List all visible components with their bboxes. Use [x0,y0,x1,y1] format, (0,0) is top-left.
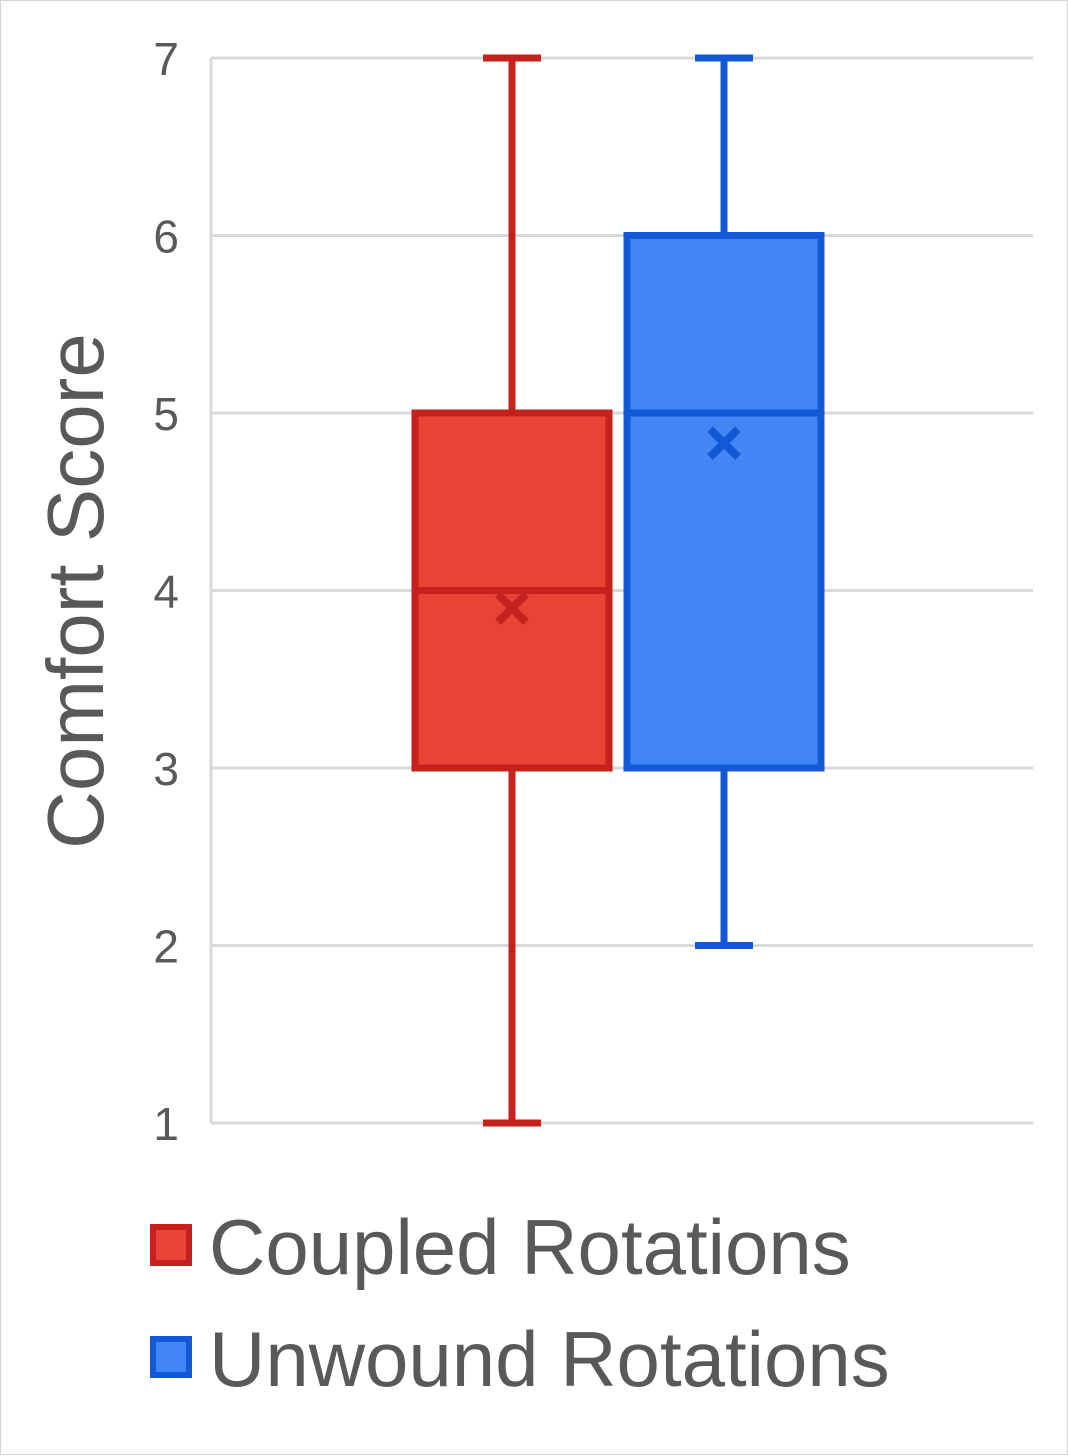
legend-item-1: Coupled Rotations [150,1203,851,1291]
box-2 [623,54,825,949]
gridlines [209,56,1033,1125]
y-axis-ticks: 1 2 3 4 5 6 7 [153,33,179,1150]
y-axis-title: Comfort Score [31,333,120,849]
y-tick-label: 1 [153,1098,179,1150]
mean-marker [495,591,529,626]
y-tick-label: 5 [153,388,179,440]
legend-label: Unwound Rotations [209,1315,890,1403]
iqr-box [623,232,825,772]
y-tick-label: 7 [153,33,179,85]
y-tick-label: 4 [153,566,179,618]
legend: Coupled Rotations Unwound Rotations [150,1203,890,1403]
legend-swatch [150,1224,192,1266]
boxes [411,54,825,1127]
legend-label: Coupled Rotations [209,1203,851,1291]
legend-item-2: Unwound Rotations [150,1315,890,1403]
y-tick-label: 6 [153,211,179,263]
y-tick-label: 3 [153,743,179,795]
legend-swatch [150,1336,192,1378]
mean-marker [707,426,741,461]
box-1 [411,54,613,1127]
y-tick-label: 2 [153,921,179,973]
